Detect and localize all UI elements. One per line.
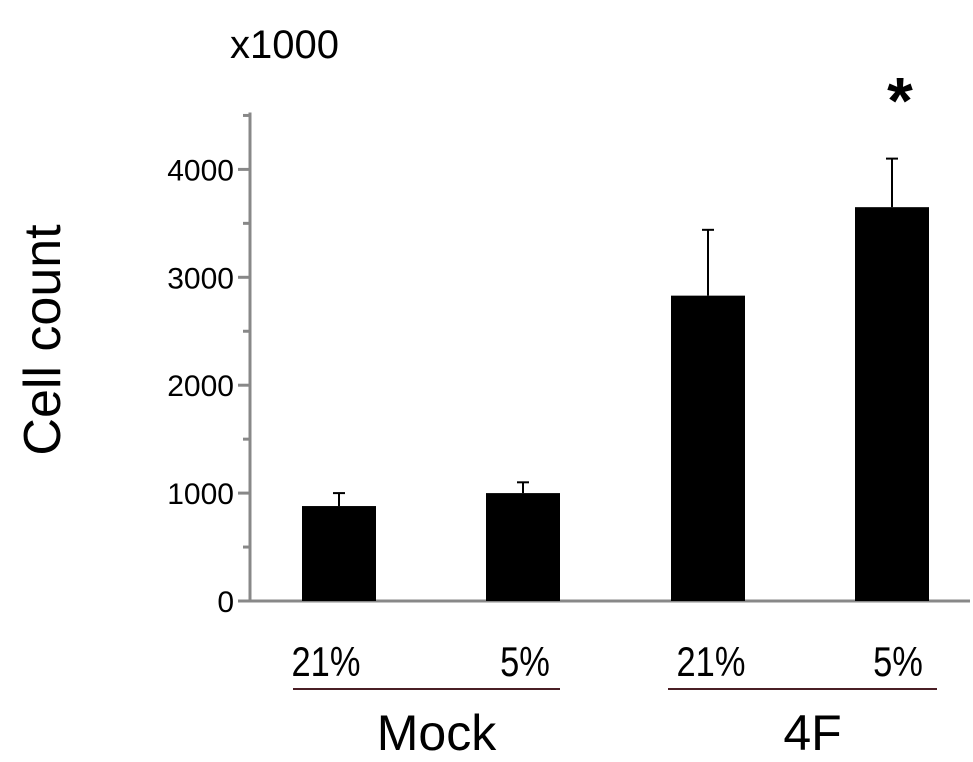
category-label: 5%	[873, 639, 923, 686]
significance-marker: *	[887, 64, 913, 138]
y-tick-label: 4000	[167, 154, 234, 187]
y-axis-ticks: 0 1000 2000 3000 4000	[167, 113, 250, 619]
y-tick-label: 1000	[167, 478, 234, 511]
y-axis-multiplier: x1000	[230, 23, 339, 67]
bars: *	[302, 64, 929, 602]
bar	[671, 295, 745, 601]
category-label: 21%	[292, 639, 361, 686]
group-label: Mock	[377, 705, 497, 761]
y-tick-label: 2000	[167, 370, 234, 403]
group-label: 4F	[783, 705, 841, 761]
category-label: 5%	[500, 639, 550, 686]
bar	[302, 506, 376, 601]
bar	[486, 493, 560, 601]
y-axis-label: Cell count	[14, 224, 72, 456]
category-labels: 21% 5% 21% 5%	[292, 639, 923, 686]
y-tick-label: 3000	[167, 262, 234, 295]
category-label: 21%	[677, 639, 746, 686]
group-labels: Mock 4F	[293, 688, 937, 761]
bar	[855, 207, 929, 602]
y-tick-label: 0	[217, 586, 234, 619]
